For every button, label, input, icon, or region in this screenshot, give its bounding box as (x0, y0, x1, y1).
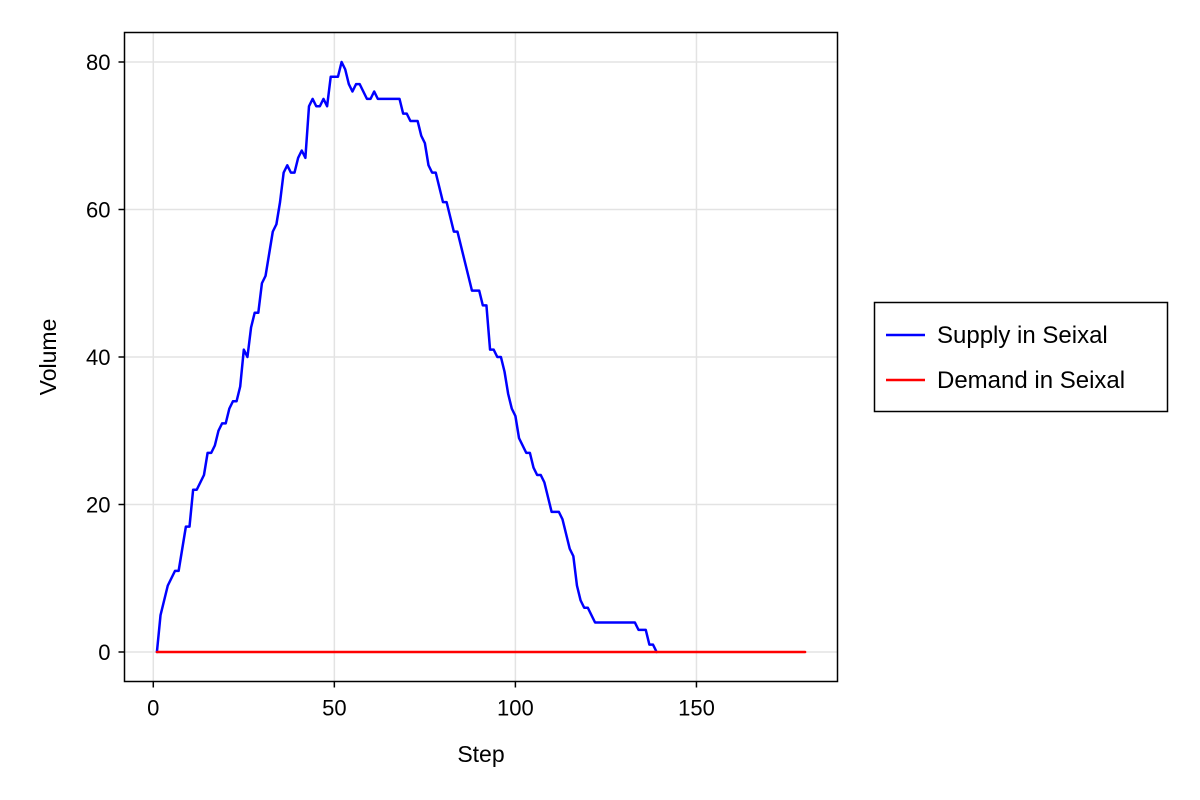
series-line-supply (155, 60, 658, 654)
y-tick-label: 40 (86, 345, 110, 370)
x-tick-label: 50 (322, 696, 346, 721)
y-tick-label: 20 (86, 493, 110, 518)
legend: Supply in Seixal Demand in Seixal (873, 301, 1169, 413)
x-tick-label: 0 (147, 696, 159, 721)
y-tick-label: 60 (86, 198, 110, 223)
y-axis-ticks: 0 20 40 60 80 (86, 50, 125, 665)
legend-box (873, 301, 1169, 413)
x-axis-label: Step (457, 741, 504, 767)
x-tick-label: 150 (678, 696, 715, 721)
y-axis-label: Volume (35, 319, 61, 396)
legend-label-supply: Supply in Seixal (937, 322, 1108, 349)
y-tick-label: 80 (86, 50, 110, 75)
x-axis-ticks: 0 50 100 150 (147, 681, 715, 721)
grid (124, 32, 838, 682)
y-tick-label: 0 (98, 640, 110, 665)
x-tick-label: 100 (497, 696, 534, 721)
legend-label-demand: Demand in Seixal (937, 367, 1125, 394)
plot-lines (155, 60, 807, 654)
